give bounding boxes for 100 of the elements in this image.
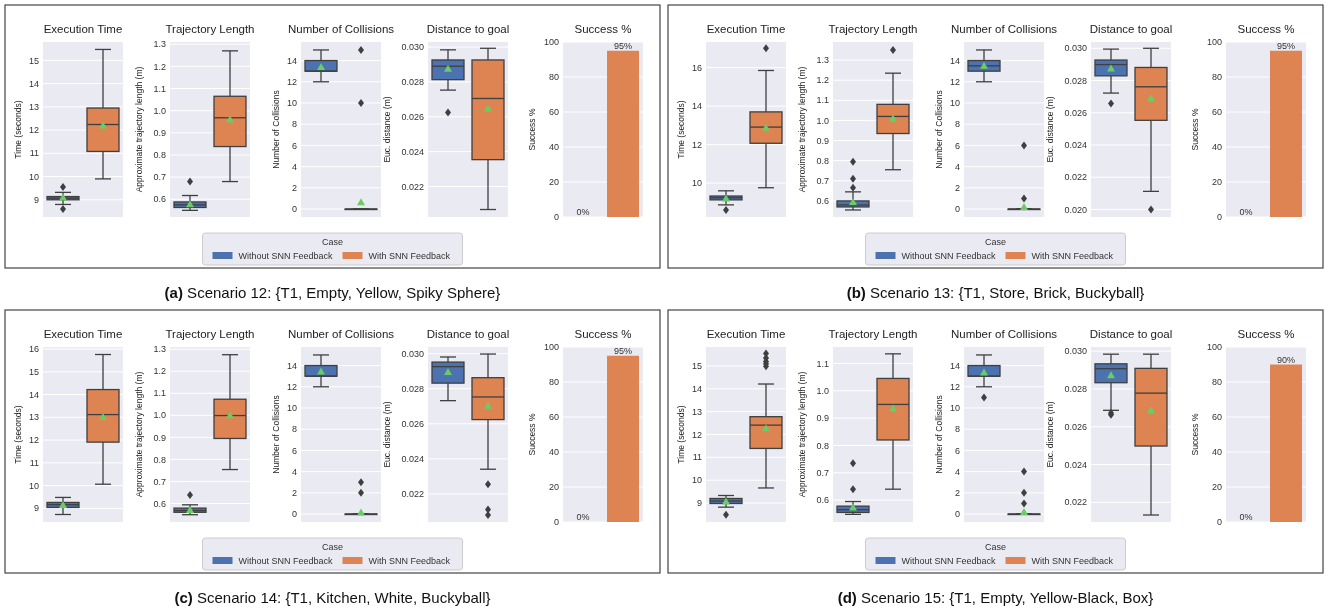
chart-title: Number of Collisions <box>287 328 395 340</box>
legend-label: Without SNN Feedback <box>901 251 997 261</box>
y-tick-label: 0.024 <box>401 146 424 157</box>
chart-title: Trajectory Length <box>165 23 255 35</box>
y-axis-title: Success % <box>1190 108 1201 151</box>
y-tick-label: 0 <box>291 509 297 520</box>
y-axis-title: Euc. distance (m) <box>382 401 392 468</box>
y-tick-label: 0 <box>1216 517 1222 528</box>
y-tick-label: 10 <box>691 475 702 486</box>
y-axis-title: Number of Collisions <box>270 395 281 474</box>
y-tick-label: 1.3 <box>153 39 166 50</box>
y-tick-label: 1.1 <box>816 358 829 369</box>
y-axis-title: Approximate trajectory length (m) <box>797 66 808 193</box>
y-axis-title: Time (seconds) <box>12 405 23 464</box>
y-tick-label: 4 <box>954 161 960 172</box>
legend-label: Without SNN Feedback <box>901 556 997 566</box>
y-tick-label: 12 <box>28 435 39 446</box>
y-tick-label: 0.028 <box>1064 384 1087 395</box>
legend-label: With SNN Feedback <box>368 556 451 566</box>
y-tick-label: 100 <box>1206 342 1222 353</box>
y-axis-title: Euc. distance (m) <box>1045 401 1055 468</box>
y-axis-title: Success % <box>527 108 538 151</box>
legend-label: Without SNN Feedback <box>238 556 334 566</box>
y-tick-label: 4 <box>291 161 297 172</box>
y-tick-label: 14 <box>691 101 702 112</box>
data-label: 95% <box>613 345 633 356</box>
y-tick-label: 11 <box>29 148 39 159</box>
y-tick-label: 100 <box>1206 37 1222 48</box>
chart-title: Trajectory Length <box>828 328 918 340</box>
y-tick-label: 0.9 <box>816 413 829 424</box>
y-tick-label: 15 <box>28 55 39 66</box>
data-label: 95% <box>613 40 633 51</box>
data-label: 0% <box>1239 207 1253 217</box>
text: (b) Scenario 13: {T1, Store, Brick, Buckyball} <box>846 284 1145 301</box>
y-tick-label: 80 <box>1211 377 1222 388</box>
y-tick-label: 100 <box>543 342 559 353</box>
y-tick-label: 10 <box>286 98 297 109</box>
chart-title: Trajectory Length <box>828 23 918 35</box>
chart-title: Execution Time <box>706 23 786 35</box>
y-tick-label: 8 <box>291 424 297 435</box>
legend-label: With SNN Feedback <box>1031 556 1114 566</box>
y-tick-label: 1.1 <box>153 388 166 399</box>
chart-title: Success % <box>1237 328 1295 340</box>
y-tick-label: 60 <box>548 107 559 118</box>
legend-label: With SNN Feedback <box>1031 251 1114 261</box>
y-tick-label: 0.024 <box>1064 459 1087 470</box>
y-tick-label: 10 <box>28 480 39 491</box>
y-tick-label: 60 <box>548 412 559 423</box>
legend-title: Case <box>984 237 1007 247</box>
y-tick-label: 60 <box>1211 107 1222 118</box>
chart-title: Distance to goal <box>1089 23 1173 35</box>
chart-title: Distance to goal <box>1089 328 1173 340</box>
y-tick-label: 20 <box>548 482 559 493</box>
y-tick-label: 0.6 <box>816 196 829 207</box>
y-tick-label: 1.0 <box>816 385 829 396</box>
y-tick-label: 0.028 <box>401 383 424 394</box>
y-tick-label: 13 <box>691 406 702 417</box>
y-tick-label: 2 <box>954 182 960 193</box>
chart-title: Success % <box>574 328 632 340</box>
y-tick-label: 9 <box>33 503 39 514</box>
y-tick-label: 0.022 <box>401 489 424 500</box>
y-tick-label: 8 <box>954 119 960 130</box>
y-axis-title: Number of Collisions <box>270 90 281 169</box>
y-tick-label: 0.024 <box>1064 140 1087 151</box>
y-axis-title: Euc. distance (m) <box>1045 96 1055 163</box>
y-axis-title: Number of Collisions <box>933 90 944 169</box>
legend-label: Without SNN Feedback <box>238 251 334 261</box>
chart-title: Distance to goal <box>426 23 510 35</box>
y-tick-label: 60 <box>1211 412 1222 423</box>
data-label: 0% <box>576 207 590 217</box>
y-axis-title: Approximate trajectory length (m) <box>134 371 145 498</box>
y-tick-label: 10 <box>286 403 297 414</box>
legend-title: Case <box>984 542 1007 552</box>
y-tick-label: 8 <box>954 424 960 435</box>
y-axis-title: Success % <box>1190 413 1201 456</box>
chart-title: Number of Collisions <box>287 23 395 35</box>
y-tick-label: 0 <box>553 517 559 528</box>
y-tick-label: 6 <box>291 140 297 151</box>
y-tick-label: 14 <box>28 389 39 400</box>
chart-title: Execution Time <box>706 328 786 340</box>
chart-title: Number of Collisions <box>950 23 1058 35</box>
y-tick-label: 0 <box>954 204 960 215</box>
y-tick-label: 20 <box>1211 177 1222 188</box>
y-tick-label: 1.0 <box>153 410 166 421</box>
y-tick-label: 16 <box>28 344 39 355</box>
y-tick-label: 0.9 <box>816 135 829 146</box>
y-tick-label: 0.6 <box>816 495 829 506</box>
legend-title: Case <box>321 542 344 552</box>
y-tick-label: 0.9 <box>153 127 166 138</box>
y-tick-label: 13 <box>28 101 39 112</box>
y-tick-label: 0.8 <box>153 150 166 161</box>
y-tick-label: 0.026 <box>1064 107 1087 118</box>
y-tick-label: 10 <box>949 403 960 414</box>
y-tick-label: 12 <box>286 381 297 392</box>
text: (a) Scenario 12: {T1, Empty, Yellow, Spiky Sphere} <box>164 284 501 301</box>
y-tick-label: 0.024 <box>401 454 424 465</box>
y-tick-label: 0.030 <box>401 42 424 53</box>
y-axis-title: Euc. distance (m) <box>382 96 392 163</box>
y-tick-label: 12 <box>949 76 960 87</box>
y-tick-label: 11 <box>29 457 39 468</box>
